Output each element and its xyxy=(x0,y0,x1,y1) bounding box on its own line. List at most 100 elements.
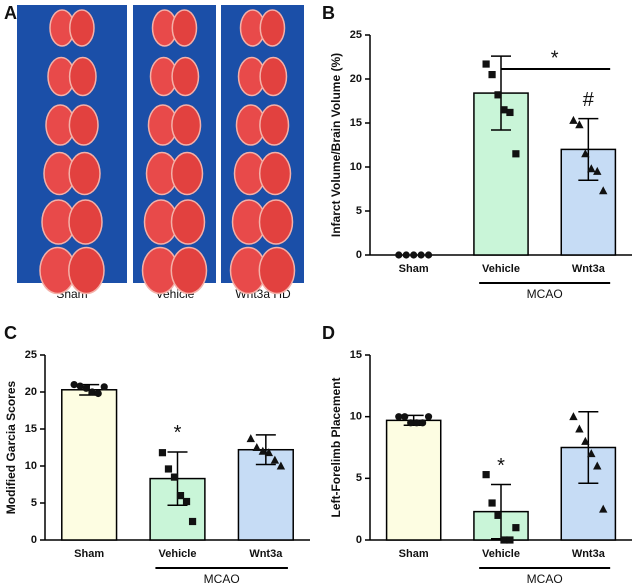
data-point xyxy=(599,504,608,513)
y-tick-label: 10 xyxy=(25,460,37,472)
data-point xyxy=(569,412,578,421)
y-tick-label: 5 xyxy=(31,497,37,509)
data-point xyxy=(252,443,261,451)
y-tick-label: 0 xyxy=(31,534,37,546)
panel-letter: D xyxy=(322,323,335,343)
x-tick-label: Vehicle xyxy=(482,548,520,560)
data-point xyxy=(170,473,179,481)
y-tick-label: 20 xyxy=(25,386,37,398)
data-point xyxy=(188,517,197,526)
data-point xyxy=(407,419,415,427)
data-point xyxy=(270,455,280,464)
x-tick-label: Vehicle xyxy=(159,548,197,560)
data-point xyxy=(587,164,596,173)
x-tick-label: Wnt3a xyxy=(249,548,283,560)
data-point xyxy=(494,91,502,99)
y-axis-label: Infarct Volume/Brain Volume (%) xyxy=(329,53,343,237)
y-tick-label: 20 xyxy=(350,73,362,85)
y-axis-label: Left-Forelimb Placement xyxy=(329,377,343,517)
data-point xyxy=(76,382,84,390)
data-point xyxy=(593,166,602,175)
brain-slice xyxy=(259,9,286,47)
photo-column xyxy=(17,5,127,283)
y-tick-label: 5 xyxy=(356,205,362,217)
brain-slice xyxy=(258,151,292,196)
data-point xyxy=(593,461,602,470)
x-tick-label: Wnt3a xyxy=(572,548,606,560)
bracket-label: * xyxy=(551,47,559,69)
data-point xyxy=(599,186,608,195)
y-tick-label: 10 xyxy=(350,161,362,173)
brain-slice xyxy=(171,9,198,47)
data-point xyxy=(488,499,496,507)
data-point xyxy=(500,106,508,114)
data-point xyxy=(512,524,520,532)
significance-mark: * xyxy=(174,422,182,444)
x-tick-label: Vehicle xyxy=(482,263,520,275)
panel-letter: A xyxy=(4,3,17,23)
data-point xyxy=(482,60,490,68)
data-point xyxy=(401,413,409,421)
data-point xyxy=(488,71,496,79)
brain-slice xyxy=(69,9,95,47)
bar xyxy=(385,419,442,541)
data-point xyxy=(575,120,584,129)
brain-slice xyxy=(68,104,99,146)
y-tick-label: 15 xyxy=(350,349,362,361)
data-point xyxy=(494,511,502,519)
data-point xyxy=(569,115,578,124)
data-point xyxy=(176,492,185,500)
significance-mark: # xyxy=(583,89,595,111)
data-point xyxy=(82,384,90,392)
brain-slice xyxy=(68,151,101,196)
bar xyxy=(61,389,118,541)
photo-column xyxy=(221,5,304,283)
panel-letter: C xyxy=(4,323,17,343)
data-point xyxy=(70,381,78,389)
photo-column xyxy=(133,5,216,283)
y-tick-label: 25 xyxy=(25,349,37,361)
x-tick-label: Sham xyxy=(399,263,429,275)
x-tick-label: Sham xyxy=(399,548,429,560)
brain-slice xyxy=(259,104,290,146)
y-tick-label: 10 xyxy=(350,411,362,423)
brain-slice xyxy=(170,199,206,245)
data-point xyxy=(395,413,403,421)
panel-letter: B xyxy=(322,3,335,23)
data-point xyxy=(164,465,173,473)
significance-mark: * xyxy=(497,455,505,477)
data-point xyxy=(482,471,490,479)
y-tick-label: 0 xyxy=(356,249,362,261)
data-point xyxy=(410,251,418,259)
data-point xyxy=(158,449,167,457)
group-label: MCAO xyxy=(527,287,563,301)
x-tick-label: Wnt3a xyxy=(572,263,606,275)
data-point xyxy=(100,383,108,391)
data-point xyxy=(575,424,584,433)
brain-slice xyxy=(259,56,288,97)
brain-slice xyxy=(258,246,296,295)
brain-slice xyxy=(170,246,208,295)
y-axis-label: Modified Garcia Scores xyxy=(4,380,18,514)
brain-slice xyxy=(258,199,294,245)
group-label: MCAO xyxy=(527,572,563,586)
data-point xyxy=(264,448,274,457)
y-tick-label: 15 xyxy=(25,423,37,435)
brain-slice xyxy=(68,246,105,295)
data-point xyxy=(182,497,191,506)
group-label: MCAO xyxy=(204,572,240,586)
brain-slice xyxy=(171,56,200,97)
data-point xyxy=(587,449,596,458)
y-tick-label: 25 xyxy=(350,29,362,41)
x-tick-label: Sham xyxy=(74,548,104,560)
y-tick-label: 15 xyxy=(350,117,362,129)
data-point xyxy=(500,536,508,544)
data-point xyxy=(276,461,286,470)
data-point xyxy=(94,389,102,398)
brain-slice xyxy=(171,104,202,146)
data-point xyxy=(581,436,590,445)
data-point xyxy=(512,150,520,158)
data-point xyxy=(506,536,514,544)
data-point xyxy=(88,388,96,396)
